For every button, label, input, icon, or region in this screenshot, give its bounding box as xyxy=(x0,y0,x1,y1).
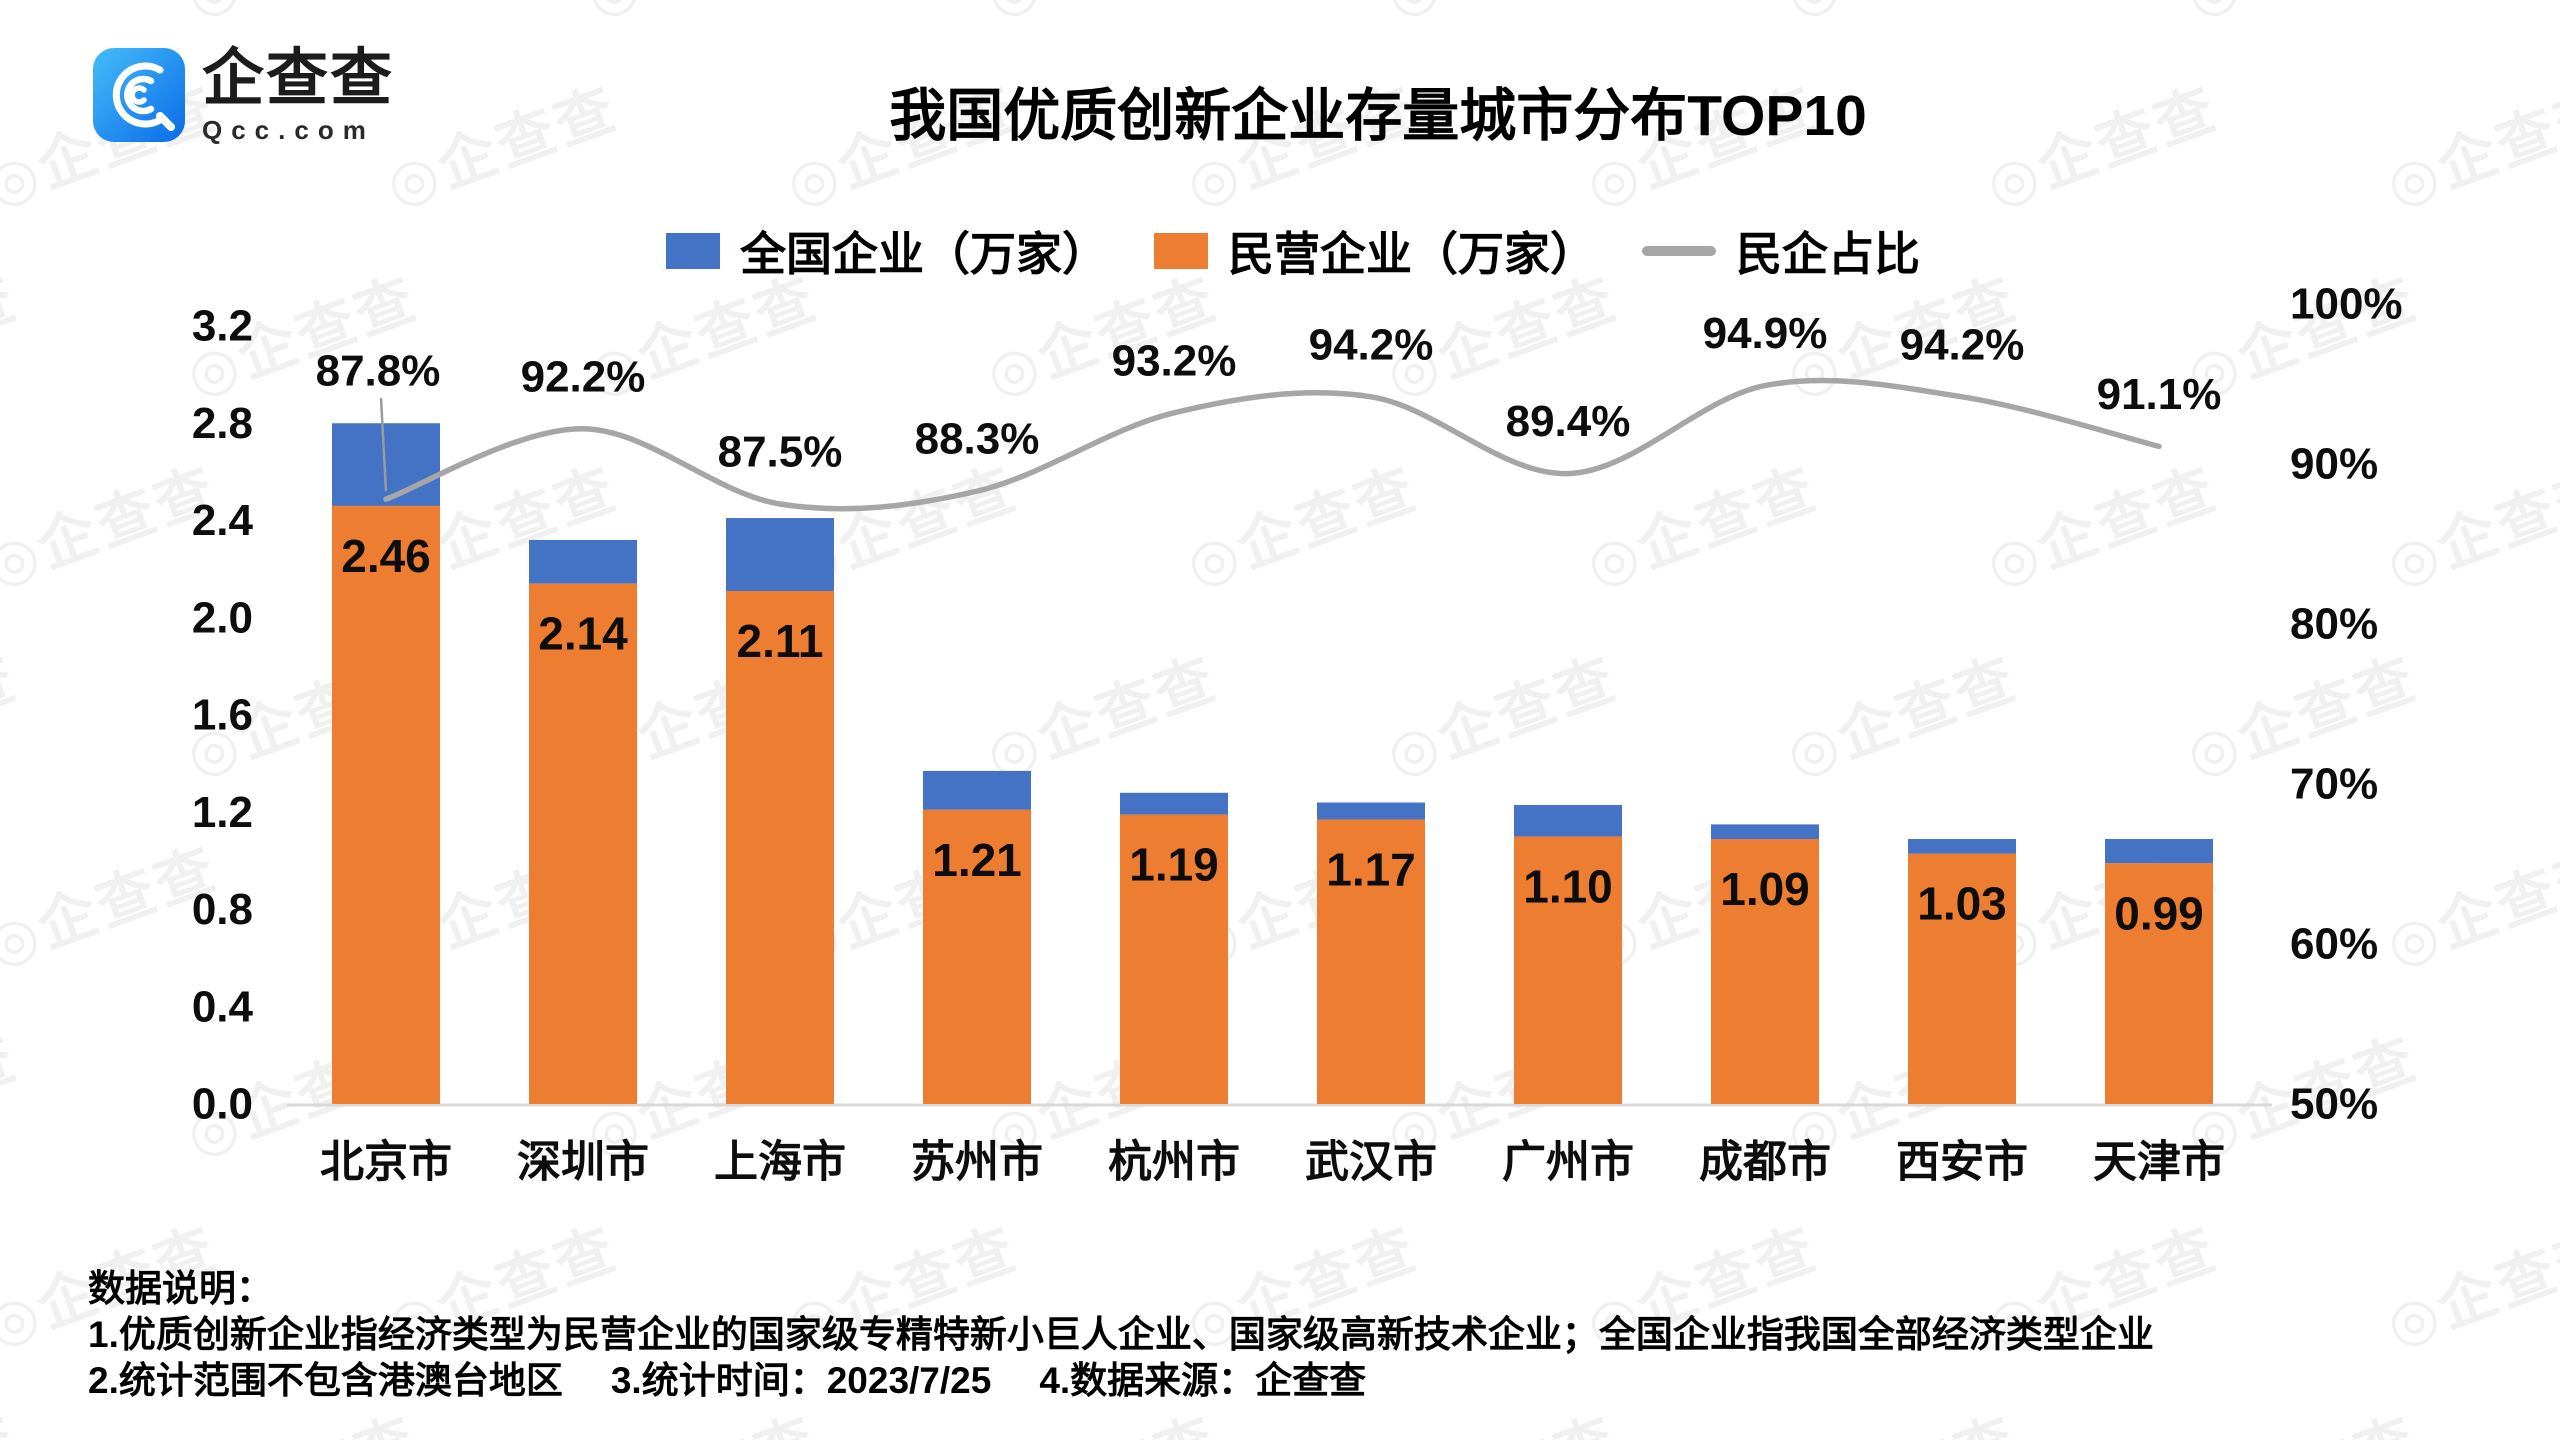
national-bar-cap xyxy=(529,539,637,584)
x-axis-label: 西安市 xyxy=(1896,1138,2028,1187)
bar-value-label: 1.03 xyxy=(1917,878,2007,930)
page-title: 我国优质创新企业存量城市分布TOP10 xyxy=(889,84,1867,148)
footer-heading: 数据说明： xyxy=(88,1268,273,1309)
x-axis-label: 深圳市 xyxy=(517,1138,649,1187)
x-axis-label: 北京市 xyxy=(320,1138,452,1187)
right-axis-tick: 50% xyxy=(2290,1080,2378,1129)
bar-value-label: 2.14 xyxy=(538,608,628,660)
private-bar xyxy=(332,505,440,1105)
left-axis-tick: 2.0 xyxy=(192,593,253,642)
private-bar xyxy=(529,583,637,1104)
footer-note-2b: 3.统计时间：2023/7/25 xyxy=(610,1360,992,1401)
ratio-point-label: 94.9% xyxy=(1703,309,1828,358)
national-bar-cap xyxy=(1514,804,1622,837)
label-leader-line xyxy=(379,397,388,492)
brand-name: 企查查 xyxy=(202,44,395,113)
private-swatch-icon xyxy=(1154,233,1208,269)
ratio-point-label: 88.3% xyxy=(915,415,1040,464)
brand-text: 企查查 Qcc.com xyxy=(202,44,395,145)
right-axis-tick: 100% xyxy=(2290,280,2403,329)
bar-value-label: 2.11 xyxy=(737,615,824,667)
chart-legend: 全国企业（万家） 民营企业（万家） 民企占比 xyxy=(666,218,1920,284)
legend-label: 民企占比 xyxy=(1736,228,1920,280)
legend-item-national: 全国企业（万家） xyxy=(666,218,1108,284)
footer-note-1: 1.优质创新企业指经济类型为民营企业的国家级专精特新小巨人企业、国家级高新技术企… xyxy=(88,1314,2154,1355)
private-bar xyxy=(1711,838,1819,1104)
private-bar xyxy=(1908,853,2016,1104)
national-bar-cap xyxy=(332,423,440,506)
ratio-point-label: 91.1% xyxy=(2097,370,2222,419)
ratio-line-swatch-icon xyxy=(1642,246,1716,256)
x-axis-label: 上海市 xyxy=(714,1138,846,1187)
national-bar-cap xyxy=(923,770,1031,810)
right-axis-tick: 70% xyxy=(2290,760,2378,809)
legend-item-private: 民营企业（万家） xyxy=(1154,218,1596,284)
x-axis-label: 广州市 xyxy=(1502,1138,1634,1187)
right-axis-tick: 80% xyxy=(2290,600,2378,649)
national-bar-cap xyxy=(726,518,834,592)
left-axis-tick: 1.6 xyxy=(192,691,253,740)
x-axis-label: 成都市 xyxy=(1699,1138,1831,1187)
national-bar-cap xyxy=(1908,838,2016,854)
legend-item-ratio: 民企占比 xyxy=(1642,218,1920,284)
national-bar-cap xyxy=(2105,838,2213,864)
bar-value-label: 0.99 xyxy=(2114,887,2204,939)
private-bar xyxy=(1317,819,1425,1104)
private-bar xyxy=(2105,863,2213,1104)
footer-note-2a: 2.统计范围不包含港澳台地区 xyxy=(88,1360,563,1401)
legend-label: 全国企业（万家） xyxy=(740,228,1108,280)
right-axis-tick: 90% xyxy=(2290,440,2378,489)
left-axis-tick: 2.8 xyxy=(192,399,253,448)
footer-notes: 数据说明： 1.优质创新企业指经济类型为民营企业的国家级专精特新小巨人企业、国家… xyxy=(88,1266,2154,1404)
qcc-logo-icon xyxy=(93,48,185,142)
ratio-point-label: 87.5% xyxy=(718,428,843,477)
legend-label: 民营企业（万家） xyxy=(1228,228,1596,280)
bar-value-label: 1.19 xyxy=(1129,839,1219,891)
brand-domain: Qcc.com xyxy=(202,115,375,145)
footer-note-2c: 4.数据来源：企查查 xyxy=(1039,1360,1367,1401)
private-bar xyxy=(1514,836,1622,1104)
x-axis-label: 天津市 xyxy=(2093,1138,2225,1187)
left-axis-tick: 0.0 xyxy=(192,1080,253,1129)
national-bar-cap xyxy=(1317,802,1425,820)
ratio-point-label: 89.4% xyxy=(1506,397,1631,446)
ratio-point-label: 93.2% xyxy=(1112,336,1237,385)
left-axis-tick: 0.8 xyxy=(192,885,253,934)
national-swatch-icon xyxy=(666,233,720,269)
ratio-trend-line xyxy=(383,377,2162,512)
bar-value-label: 1.21 xyxy=(932,834,1022,886)
ratio-point-label: 94.2% xyxy=(1900,320,2025,369)
ratio-point-label: 92.2% xyxy=(521,352,646,401)
bar-value-label: 1.09 xyxy=(1720,863,1810,915)
bar-value-label: 2.46 xyxy=(341,530,431,582)
left-axis-tick: 1.2 xyxy=(192,788,253,837)
private-bar xyxy=(1120,814,1228,1104)
x-axis-label: 杭州市 xyxy=(1108,1138,1240,1187)
ratio-point-label: 94.2% xyxy=(1309,320,1434,369)
ratio-point-label: 87.8% xyxy=(316,347,441,396)
national-bar-cap xyxy=(1120,792,1228,815)
national-bar-cap xyxy=(1711,824,1819,839)
right-axis-tick: 60% xyxy=(2290,920,2378,969)
private-bar xyxy=(923,809,1031,1104)
left-axis-tick: 0.4 xyxy=(192,982,254,1031)
left-axis-tick: 3.2 xyxy=(192,302,253,351)
footer-note-2: 2.统计范围不包含港澳台地区 3.统计时间：2023/7/25 4.数据来源：企… xyxy=(88,1358,2154,1404)
x-axis-label: 苏州市 xyxy=(911,1138,1043,1187)
left-axis-tick: 2.4 xyxy=(192,496,254,545)
x-axis-label: 武汉市 xyxy=(1305,1138,1437,1187)
bar-value-label: 1.10 xyxy=(1523,861,1613,913)
brand-logo: 企查查 Qcc.com xyxy=(92,46,394,144)
private-bar xyxy=(726,591,834,1104)
bar-value-label: 1.17 xyxy=(1326,844,1416,896)
